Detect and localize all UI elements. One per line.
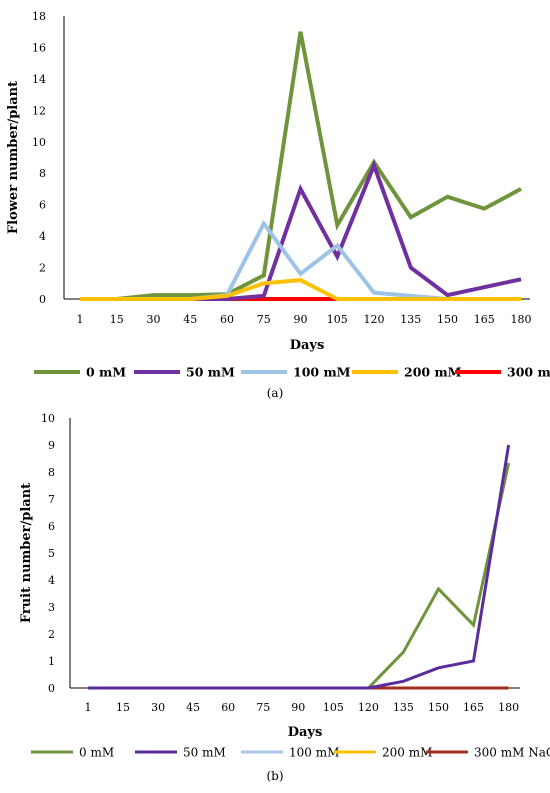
y-axis-label: Flower number/plant xyxy=(6,81,21,234)
y-tick-label: 1 xyxy=(48,655,55,668)
x-tick-label: 150 xyxy=(428,701,449,714)
x-tick-label: 90 xyxy=(294,313,308,326)
legend-label-0-mm: 0 mM xyxy=(79,746,114,760)
x-tick-label: 180 xyxy=(498,701,519,714)
legend-label-50-mm: 50 mM xyxy=(183,746,226,760)
legend-label-300-mm-nacl: 300 mM NaCl xyxy=(507,365,550,380)
y-tick-label: 3 xyxy=(48,601,55,614)
x-tick-label: 60 xyxy=(221,701,235,714)
series-line-100-mm xyxy=(80,219,521,301)
legend-label-0-mm: 0 mM xyxy=(86,365,126,380)
legend-label-50-mm: 50 mM xyxy=(186,365,235,380)
x-tick-label: 165 xyxy=(463,701,484,714)
y-tick-label: 8 xyxy=(39,167,46,180)
x-tick-label: 15 xyxy=(110,313,124,326)
x-tick-label: 75 xyxy=(257,313,271,326)
x-tick-label: 120 xyxy=(364,313,385,326)
x-tick-label: 30 xyxy=(147,313,161,326)
y-tick-label: 18 xyxy=(32,10,46,23)
series-line-50-mm xyxy=(88,444,511,690)
y-tick-label: 2 xyxy=(48,628,55,641)
x-tick-label: 180 xyxy=(511,313,532,326)
y-tick-label: 5 xyxy=(48,547,55,560)
x-tick-label: 60 xyxy=(220,313,234,326)
x-tick-label: 135 xyxy=(393,701,414,714)
y-tick-label: 2 xyxy=(39,262,46,275)
x-tick-label: 1 xyxy=(77,313,84,326)
x-tick-label: 45 xyxy=(183,313,197,326)
legend-label-200-mm: 200 mM xyxy=(382,746,432,760)
x-tick-label: 75 xyxy=(256,701,270,714)
y-tick-label: 7 xyxy=(48,493,55,506)
legend-label-200-mm: 200 mM xyxy=(404,365,462,380)
y-tick-label: 0 xyxy=(39,293,46,306)
y-tick-label: 8 xyxy=(48,466,55,479)
series-line-200-mm xyxy=(80,278,521,301)
x-tick-label: 1 xyxy=(85,701,92,714)
y-tick-label: 0 xyxy=(48,682,55,695)
x-tick-label: 120 xyxy=(358,701,379,714)
y-tick-label: 4 xyxy=(48,574,55,587)
legend-label-100-mm: 100 mM xyxy=(289,746,339,760)
y-tick-label: 4 xyxy=(39,230,46,243)
y-tick-label: 10 xyxy=(41,412,55,425)
y-tick-label: 16 xyxy=(32,41,46,54)
x-tick-label: 105 xyxy=(323,701,344,714)
x-tick-label: 90 xyxy=(291,701,305,714)
x-tick-label: 165 xyxy=(474,313,495,326)
y-tick-label: 14 xyxy=(32,73,46,86)
y-tick-label: 12 xyxy=(32,104,46,117)
legend-label-300-mm-nacl: 300 mM NaCl xyxy=(474,746,550,760)
x-tick-label: 45 xyxy=(186,701,200,714)
x-tick-label: 105 xyxy=(327,313,348,326)
series-line-0-mm xyxy=(80,31,522,301)
panel-label-b: (b) xyxy=(266,769,283,783)
y-tick-label: 10 xyxy=(32,136,46,149)
x-tick-label: 30 xyxy=(151,701,165,714)
x-tick-label: 135 xyxy=(400,313,421,326)
y-tick-label: 6 xyxy=(48,520,55,533)
x-tick-label: 150 xyxy=(437,313,458,326)
x-axis-label: Days xyxy=(288,725,323,740)
panel-label-a: (a) xyxy=(267,386,284,400)
x-axis-label: Days xyxy=(290,338,325,353)
chart-panel-a: 0 2 4 6 8 10 12 14 16 18 1 15 30 45 60 75 90 105 120 135 150… xyxy=(6,10,550,400)
y-axis-label: Fruit number/plant xyxy=(19,483,34,623)
y-tick-label: 6 xyxy=(39,199,46,212)
y-tick-label: 9 xyxy=(48,439,55,452)
series-line-0-mm xyxy=(88,462,511,690)
x-tick-label: 15 xyxy=(116,701,130,714)
legend-label-100-mm: 100 mM xyxy=(293,365,351,380)
